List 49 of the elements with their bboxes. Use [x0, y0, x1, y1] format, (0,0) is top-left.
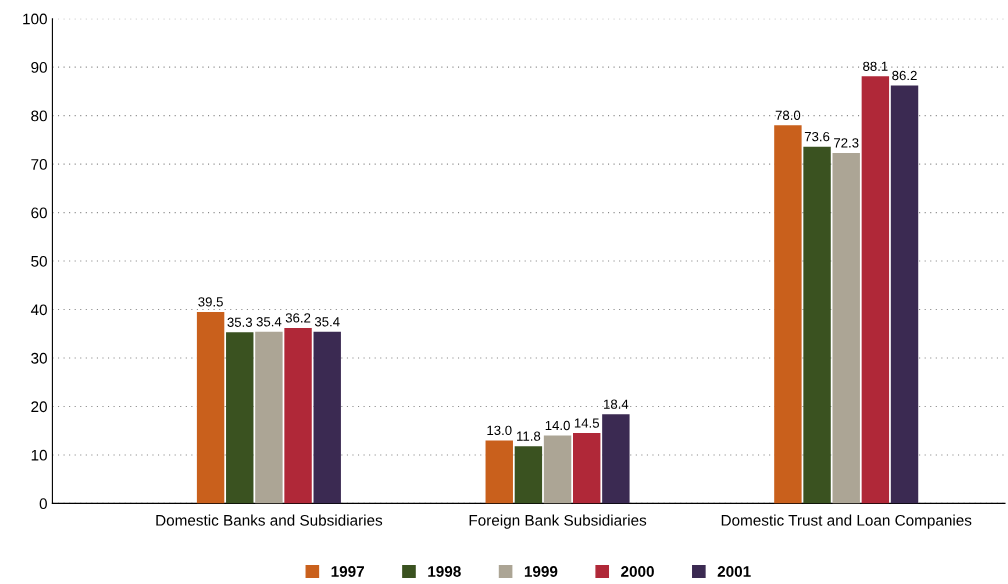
- bar: [313, 331, 341, 504]
- legend-label: 2001: [717, 566, 751, 577]
- bar: [890, 85, 919, 504]
- text: 14.5: [574, 418, 599, 428]
- bar: [226, 332, 254, 504]
- bar: [485, 440, 513, 504]
- legend-label: 1999: [524, 566, 558, 577]
- legend-label: 2000: [621, 566, 654, 577]
- text: 35.4: [314, 317, 340, 327]
- bar: [774, 125, 802, 504]
- y-tick-label: 70: [31, 158, 47, 170]
- x-tick-label: Foreign Bank Subsidiaries: [469, 514, 647, 529]
- legend-label: 1997: [331, 566, 364, 577]
- y-tick-label: 90: [31, 62, 47, 73]
- legend-label: 1998: [428, 566, 461, 577]
- text: 72.3: [834, 138, 859, 148]
- bar: [832, 152, 860, 504]
- text: 88.1: [863, 61, 888, 71]
- x-tick-label: Domestic Banks and Subsidiaries: [156, 514, 383, 526]
- bar: [602, 414, 630, 504]
- x-tick-label: Domestic Trust and Loan Companies: [721, 514, 972, 529]
- y-tick-label: 0: [39, 498, 47, 510]
- bar: [861, 76, 890, 504]
- y-tick-label: 20: [31, 401, 47, 413]
- text: 11.8: [517, 431, 541, 441]
- y-tick-label: 80: [31, 110, 47, 122]
- text: 73.6: [804, 131, 830, 142]
- y-tick-label: 30: [31, 352, 47, 364]
- y-tick-label: 100: [23, 13, 47, 25]
- bar: [543, 435, 572, 504]
- text: 13.0: [487, 425, 512, 436]
- bar: [284, 327, 312, 504]
- text: 36.2: [285, 313, 311, 323]
- y-tick-label: 60: [31, 207, 47, 219]
- text: 14.0: [545, 420, 570, 431]
- y-tick-label: 50: [31, 255, 47, 267]
- text: 18.4: [604, 399, 629, 409]
- text: 39.5: [198, 297, 223, 307]
- text: 35.3: [227, 317, 253, 327]
- bar: [573, 433, 601, 504]
- text: 35.4: [256, 317, 282, 327]
- bar: [196, 311, 225, 504]
- y-tick-label: 10: [31, 449, 47, 461]
- bar: [255, 331, 283, 504]
- text: 78.0: [775, 110, 801, 120]
- y-tick-label: 40: [30, 304, 47, 316]
- bar: [803, 146, 831, 504]
- bar: [514, 446, 543, 504]
- text: 86.2: [892, 70, 917, 81]
